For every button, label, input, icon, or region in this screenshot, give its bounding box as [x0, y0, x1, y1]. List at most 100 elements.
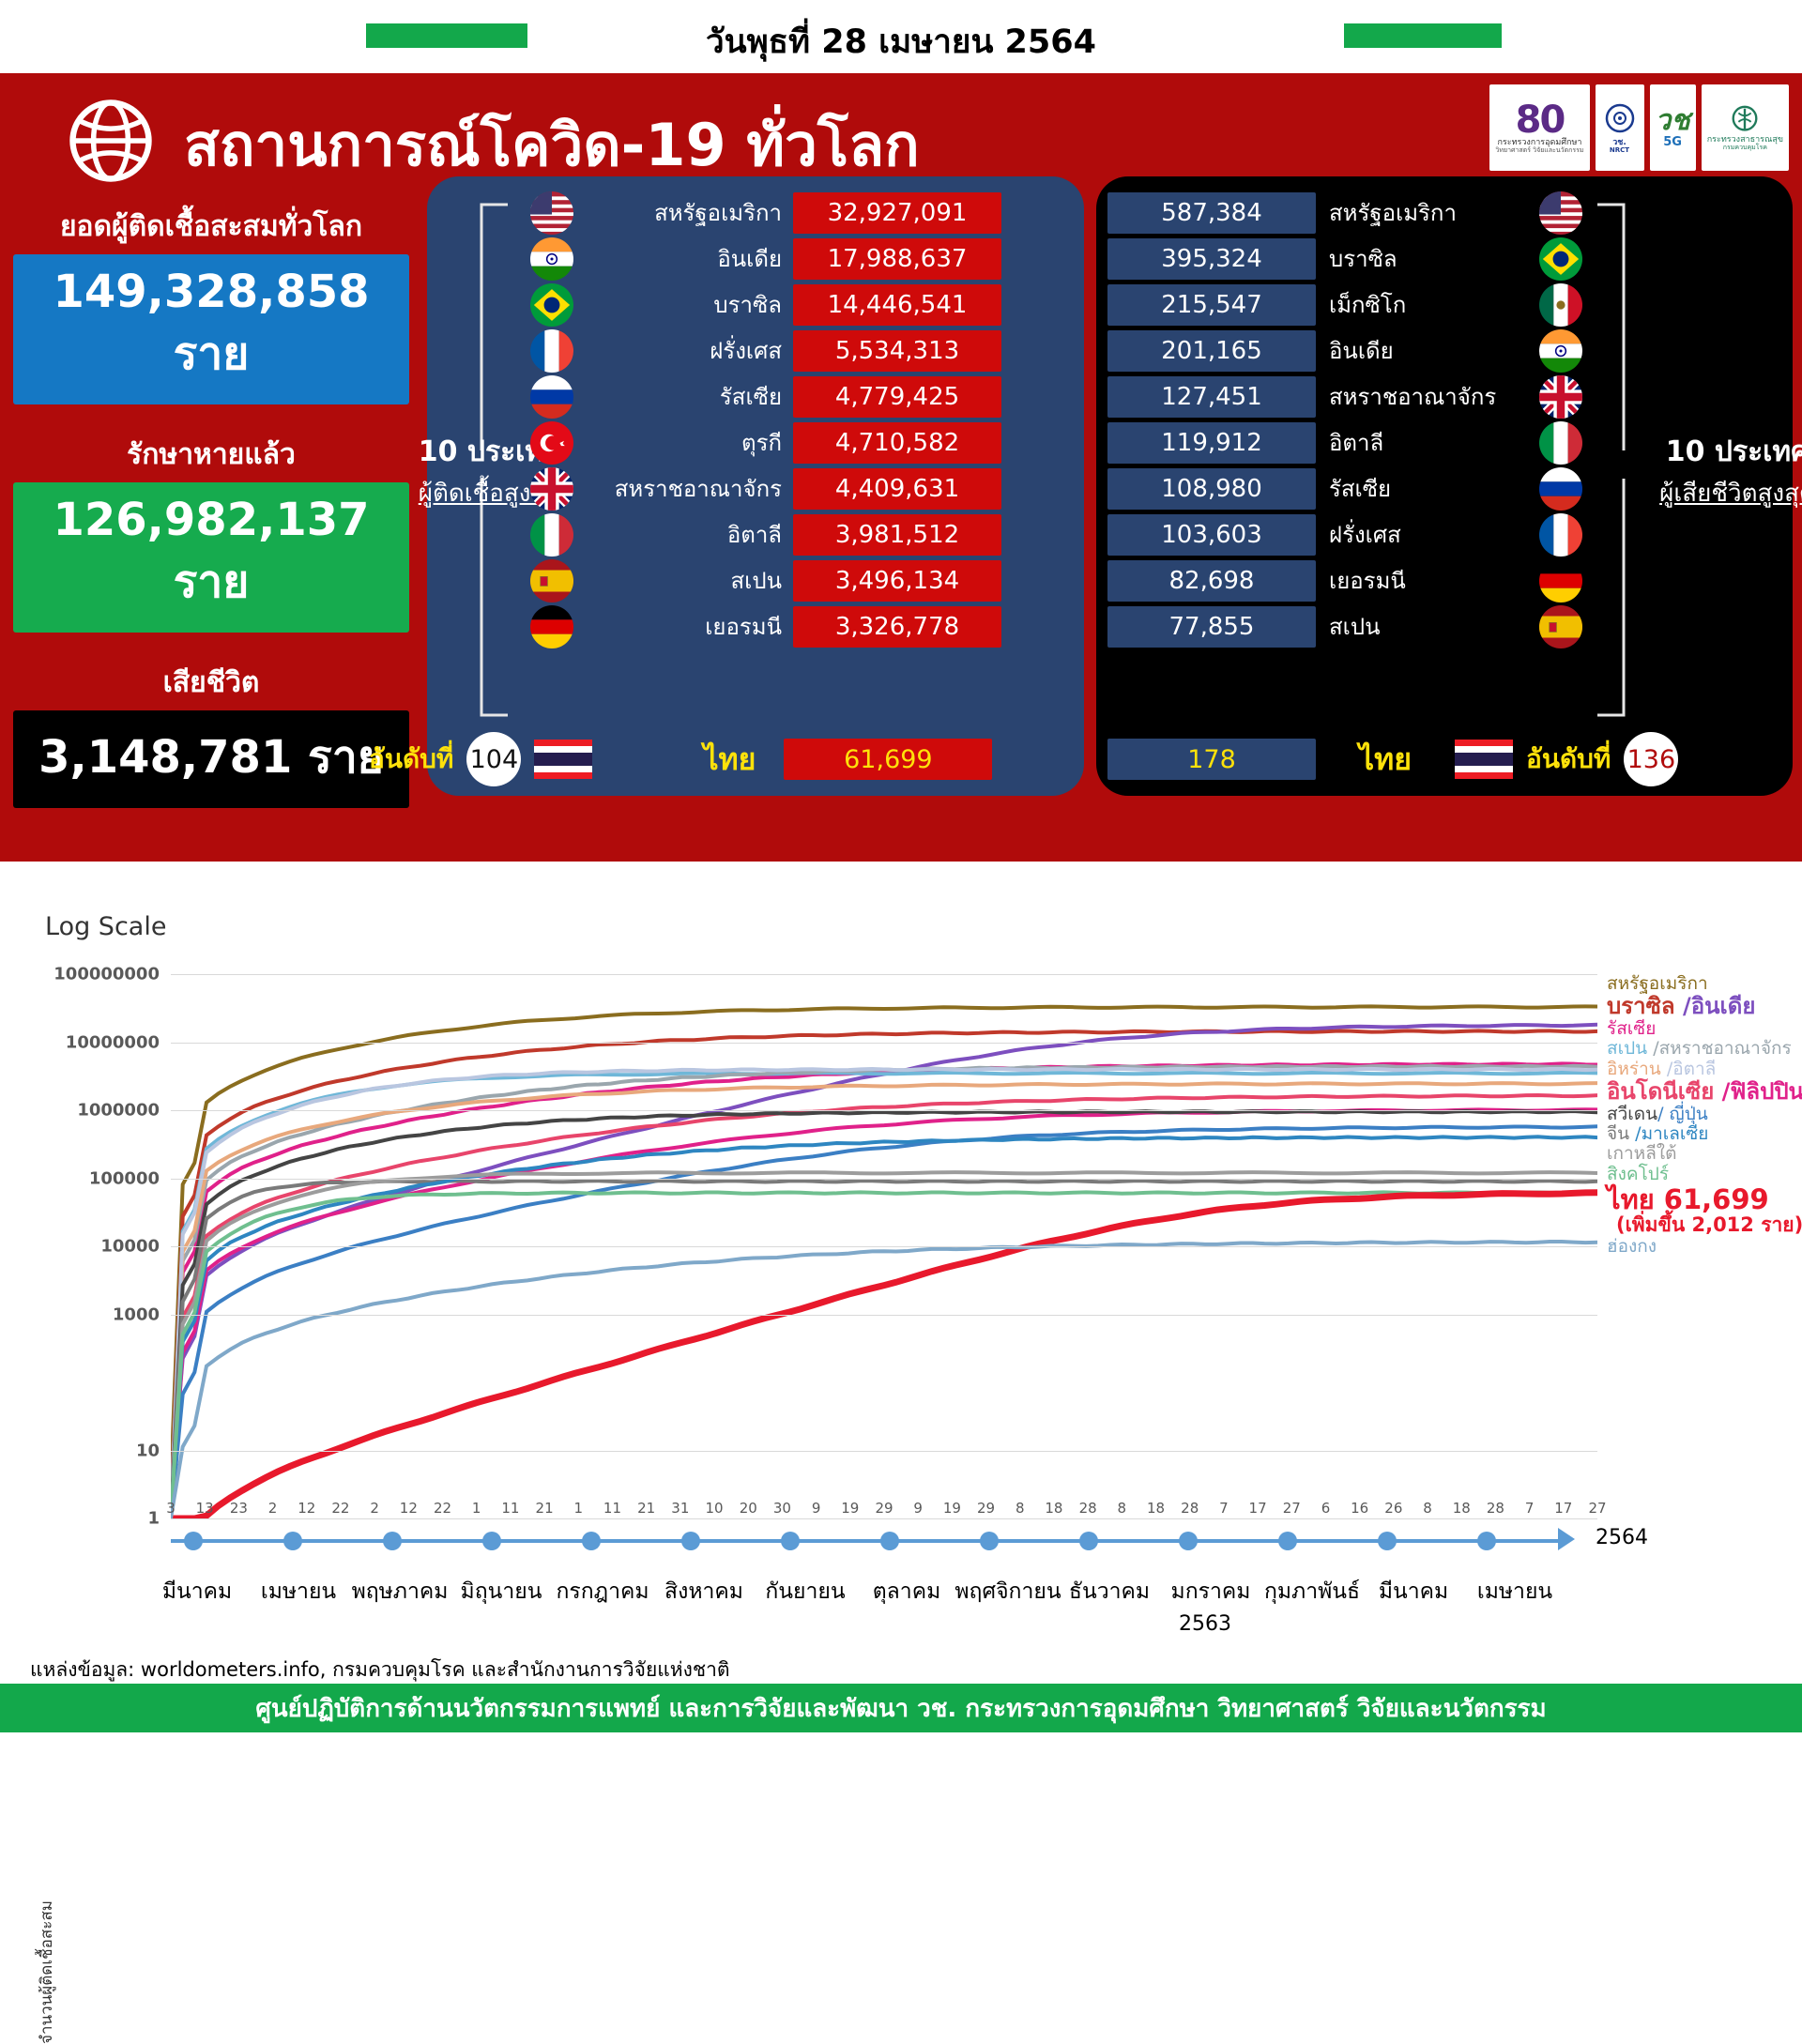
chart-x-axis: [171, 1539, 1564, 1543]
table-row: บราซิล 14,446,541: [530, 282, 1075, 328]
x-axis-tick: 6: [1321, 1500, 1331, 1517]
y-axis-tick: 10000000: [65, 1032, 160, 1052]
case-count: 3,496,134: [793, 559, 1001, 602]
table-row: สหรัฐอเมริกา 32,927,091: [530, 190, 1075, 236]
ru-flag: [530, 374, 573, 419]
x-axis-tick: 27: [1282, 1500, 1301, 1517]
deaths-thailand-name: ไทย: [1359, 740, 1412, 777]
case-count: 14,446,541: [793, 283, 1001, 326]
stat-label-cases: ยอดผู้ติดเชื้อสะสมทั่วโลก: [59, 210, 363, 243]
x-axis-tick: 28: [1486, 1500, 1504, 1517]
br-flag: [1539, 236, 1582, 281]
month-label: มิถุนายน: [460, 1579, 542, 1604]
x-axis-tick: 19: [841, 1500, 860, 1517]
chart-title: Log Scale: [45, 912, 167, 941]
x-axis-marker: [383, 1532, 402, 1550]
nrct-logo: วช. NRCT: [1595, 84, 1644, 171]
month-label: พฤษภาคม: [351, 1579, 449, 1604]
table-row: 127,451 สหราชอาณาจักร: [1107, 374, 1652, 419]
table-row: 119,912 อิตาลี: [1107, 419, 1652, 465]
x-axis-tick: 11: [603, 1500, 622, 1517]
case-count: 4,409,631: [793, 467, 1001, 510]
month-label: มีนาคม: [1378, 1579, 1449, 1604]
ru-flag: [1539, 466, 1582, 511]
legend-item: บราซิล /อินเดีย: [1607, 993, 1756, 1020]
death-count: 215,547: [1107, 283, 1316, 326]
stat-value-deaths: 3,148,781 ราย: [13, 710, 409, 808]
country-name: ตุรกี: [741, 430, 782, 456]
case-count: 3,326,778: [793, 605, 1001, 648]
x-axis-tick: 20: [739, 1500, 757, 1517]
series-line: [171, 1004, 1597, 1486]
table-row: 587,384 สหรัฐอเมริกา: [1107, 190, 1652, 236]
case-count: 4,779,425: [793, 375, 1001, 418]
series-line: [171, 1108, 1597, 1518]
x-axis-tick: 19: [942, 1500, 961, 1517]
country-name: บราซิล: [1329, 246, 1397, 272]
death-count: 77,855: [1107, 605, 1316, 648]
month-label: เมษายน: [260, 1579, 337, 1604]
x-axis-tick: 12: [399, 1500, 418, 1517]
x-axis-tick: 3: [166, 1500, 176, 1517]
legend-item: อิหร่าน /อิตาลี: [1607, 1058, 1717, 1079]
death-count: 103,603: [1107, 513, 1316, 556]
x-axis-tick: 23: [229, 1500, 248, 1517]
x-axis-tick: 28: [1078, 1500, 1097, 1517]
death-count: 587,384: [1107, 191, 1316, 234]
series-line: [171, 1179, 1597, 1518]
month-label: สิงหาคม: [664, 1579, 743, 1604]
x-axis-tick: 9: [811, 1500, 821, 1517]
x-axis-marker: [283, 1532, 302, 1550]
x-axis-marker: [880, 1532, 899, 1550]
deaths-side-label-line2: ผู้เสียชีวิตสูงสุด: [1659, 480, 1802, 508]
y-axis-tick: 1: [147, 1508, 160, 1529]
chart-area: Log Scale จำนวนผู้ติดเชื้อสะสม 1 10 1000 10…: [0, 862, 1802, 2044]
case-count: 17,988,637: [793, 237, 1001, 280]
country-name: สหราชอาณาจักร: [1329, 384, 1497, 410]
month-label: ตุลาคม: [872, 1579, 941, 1604]
de-flag: [530, 604, 573, 648]
footer-text: ศูนย์ปฏิบัติการด้านนวัตกรรมการแพทย์ และก…: [255, 1694, 1547, 1723]
top-bar: วันพุธที่ 28 เมษายน 2564: [0, 0, 1802, 73]
death-count: 119,912: [1107, 421, 1316, 464]
country-name: รัสเซีย: [1329, 476, 1392, 502]
series-line: [171, 1066, 1597, 1518]
series-line: [171, 1029, 1597, 1510]
deaths-side-label-line1: 10 ประเทศ: [1665, 435, 1802, 468]
x-axis-tick: 16: [1351, 1500, 1369, 1517]
x-axis-tick: 30: [772, 1500, 791, 1517]
country-name: สเปน: [1329, 614, 1381, 640]
x-axis-tick: 2: [370, 1500, 379, 1517]
x-axis-tick: 27: [1588, 1500, 1607, 1517]
month-label: มกราคม: [1170, 1579, 1251, 1604]
gb-flag: [530, 466, 573, 511]
table-row: 103,603 ฝรั่งเศส: [1107, 511, 1652, 557]
nrct-emblem-icon: [1605, 103, 1634, 132]
x-axis-tick: 31: [671, 1500, 690, 1517]
moph-logo: กระทรวงสาธารณสุข กรมควบคุมโรค: [1701, 84, 1789, 171]
country-name: ฝรั่งเศส: [710, 338, 782, 364]
x-axis-tick: 8: [1117, 1500, 1127, 1517]
x-axis-marker: [1477, 1532, 1496, 1550]
cases-thailand-row: อันดับที่ 104 ไทย 61,699: [369, 732, 993, 786]
x-axis-tick: 9: [913, 1500, 923, 1517]
legend-item: ฮ่องกง: [1607, 1235, 1657, 1257]
month-label: เมษายน: [1476, 1579, 1553, 1604]
logo-strip: 80 กระทรวงการอุดมศึกษา วิทยาศาสตร์ วิจัย…: [1489, 84, 1789, 171]
moe-mark: 80: [1515, 98, 1566, 142]
es-flag: [1539, 604, 1582, 648]
series-line: [171, 1240, 1597, 1518]
deaths-brace-icon: [1597, 203, 1626, 717]
cases-rows: สหรัฐอเมริกา 32,927,091 อินเดีย 17,988,637 บ…: [530, 190, 1075, 649]
legend-item: อินโดนีเซีย /ฟิลิปปินส์: [1607, 1077, 1802, 1105]
grid-line: [171, 1314, 1597, 1316]
case-count: 4,710,582: [793, 421, 1001, 464]
cases-brace-icon: [480, 203, 508, 717]
series-line: [171, 1189, 1597, 1518]
table-row: อินเดีย 17,988,637: [530, 236, 1075, 282]
x-axis-tick: 8: [1015, 1500, 1025, 1517]
x-axis-tick: 28: [1181, 1500, 1199, 1517]
x-axis-marker: [980, 1532, 999, 1550]
x-axis-tick: 8: [1423, 1500, 1432, 1517]
mx-flag: [1539, 282, 1582, 327]
